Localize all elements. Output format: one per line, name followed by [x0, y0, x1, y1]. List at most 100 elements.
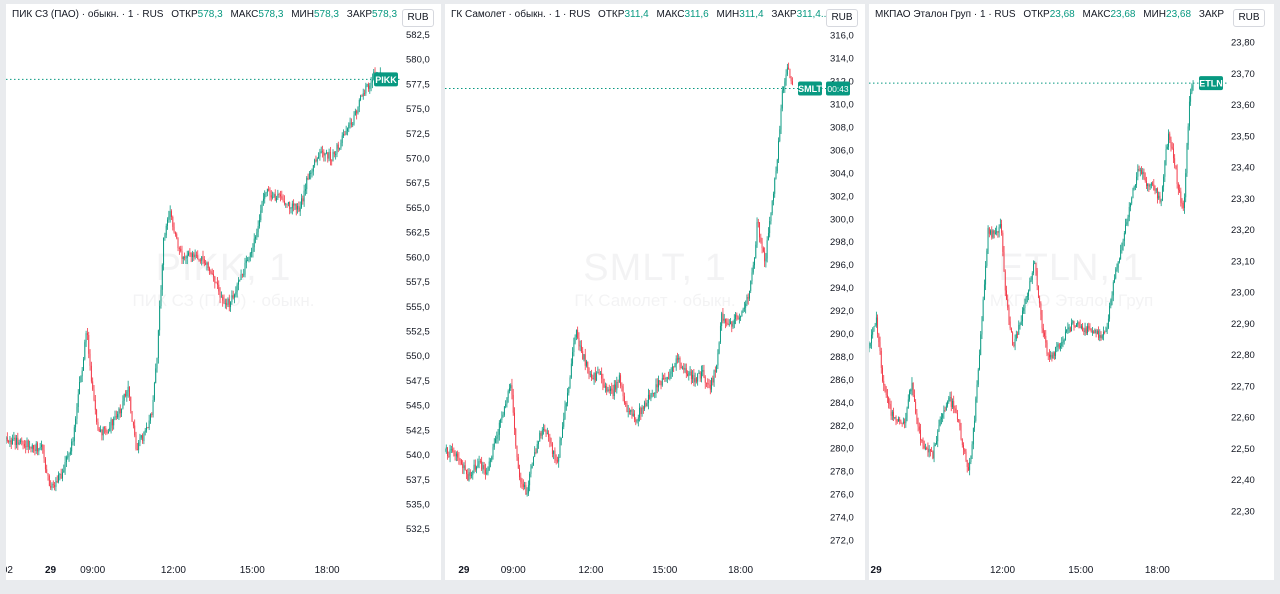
candle-body: [993, 230, 995, 234]
candle-body: [278, 193, 280, 195]
candle-body: [541, 429, 543, 436]
x-tick-label: 15:00: [1068, 565, 1093, 576]
candle-body: [785, 74, 787, 82]
candle-body: [921, 439, 923, 441]
candle-body: [18, 442, 20, 445]
candle-body: [522, 483, 524, 487]
candle-body: [505, 404, 507, 407]
candle-body: [925, 447, 926, 449]
candle-body: [1163, 176, 1165, 187]
candle-body: [593, 373, 595, 380]
candle-body: [102, 427, 104, 436]
candle-body: [931, 451, 933, 452]
candle-body: [786, 67, 788, 75]
y-tick-label: 545,0: [406, 401, 430, 412]
candle-body: [550, 442, 552, 444]
candle-body: [105, 428, 107, 433]
candle-body: [1049, 354, 1050, 358]
candle-body: [131, 410, 133, 422]
candle-body: [469, 472, 471, 476]
candle-body: [737, 316, 739, 320]
candle-body: [669, 373, 671, 379]
price-chart[interactable]: 582,5 580,0 577,5 575,0 572,5 570,0 567,5 565,0…: [6, 4, 441, 580]
candle-body: [937, 431, 939, 442]
legend-open-label: ОТКР: [598, 9, 625, 20]
series-legend[interactable]: ГК Самолет · обыкн. · 1 · RUS ОТКР311,4 …: [451, 9, 829, 20]
candle-body: [568, 387, 570, 393]
y-tick-label: 276,0: [830, 490, 854, 501]
candle-body: [463, 465, 465, 469]
candle-body: [121, 408, 123, 414]
candle-body: [526, 493, 528, 495]
candle-body: [982, 299, 984, 321]
candle-body: [31, 445, 33, 449]
candle-body: [93, 389, 95, 400]
candle-body: [1073, 321, 1075, 327]
candle-body: [268, 188, 270, 191]
candle-body: [44, 458, 46, 470]
y-tick-label: 284,0: [830, 398, 854, 409]
candle-body: [210, 271, 212, 273]
candle-body: [1182, 202, 1184, 208]
candle-body: [516, 445, 518, 458]
currency-unit-button[interactable]: RUB: [826, 9, 858, 27]
candle-body: [707, 382, 709, 384]
candle-body: [240, 274, 242, 280]
candle-body: [1133, 186, 1135, 189]
candle-body: [711, 377, 713, 390]
candle-body: [337, 144, 339, 149]
candle-body: [502, 414, 504, 418]
candle-body: [16, 437, 17, 446]
candle-body: [929, 449, 931, 452]
candle-body: [545, 430, 547, 435]
candle-body: [298, 206, 300, 212]
y-tick-label: 557,5: [406, 277, 430, 288]
candle-body: [1001, 224, 1003, 233]
candle-body: [39, 446, 41, 449]
y-tick-label: 23,10: [1231, 256, 1255, 267]
candle-body: [677, 358, 678, 360]
candle-body: [992, 230, 994, 238]
candle-body: [883, 380, 885, 386]
candle-body: [1126, 222, 1128, 225]
x-tick-label: 18:00: [1145, 565, 1170, 576]
candle-body: [65, 457, 67, 463]
currency-unit-button[interactable]: RUB: [402, 9, 434, 27]
candle-body: [177, 238, 179, 249]
candle-body: [209, 267, 211, 272]
candle-body: [1118, 259, 1120, 262]
candle-body: [766, 240, 768, 259]
candle-body: [1155, 188, 1157, 191]
candle-body: [1010, 328, 1012, 333]
candle-body: [1006, 290, 1007, 300]
candle-body: [721, 313, 723, 327]
currency-unit-button[interactable]: RUB: [1233, 9, 1265, 27]
candle-body: [125, 393, 126, 397]
chart-pane-etln[interactable]: ETLN, 1 МКПАО Эталон Груп МКПАО Эталон Г…: [869, 4, 1274, 580]
candle-body: [635, 419, 637, 422]
candle-body: [632, 413, 634, 416]
chart-pane-pikk[interactable]: PIKK, 1 ПИК СЗ (ПАО) · обыкн. ПИК СЗ (ПА…: [6, 4, 441, 580]
chart-pane-smlt[interactable]: SMLT, 1 ГК Самолет · обыкн. ГК Самолет ·…: [445, 4, 865, 580]
candle-body: [339, 148, 341, 150]
candle-body: [589, 373, 591, 375]
legend-close-label: ЗАКР: [771, 9, 797, 20]
legend-close-value: 311,4...: [796, 9, 830, 20]
candle-body: [1029, 281, 1031, 291]
series-legend[interactable]: МКПАО Эталон Груп · 1 · RUS ОТКР23,68 МА…: [875, 9, 1224, 20]
candle-body: [1033, 263, 1034, 273]
bar-countdown-tag: [826, 81, 850, 96]
candle-body: [167, 219, 168, 226]
candle-body: [498, 422, 500, 435]
candle-body: [234, 294, 235, 298]
candle-body: [1171, 146, 1173, 149]
price-chart[interactable]: 316,0314,0312,0310,0308,0306,0304,0302,0…: [445, 4, 865, 580]
price-chart[interactable]: 23,80 23,70 23,60 23,50 23,40 23,30 23,20 23,10…: [869, 4, 1274, 580]
candle-body: [276, 197, 278, 201]
candle-body: [194, 254, 196, 258]
candle-body: [517, 457, 519, 469]
candle-body: [490, 460, 491, 462]
candle-body: [163, 237, 165, 265]
candle-body: [641, 407, 643, 415]
series-legend[interactable]: ПИК СЗ (ПАО) · обыкн. · 1 · RUS ОТКР578,…: [12, 9, 397, 20]
